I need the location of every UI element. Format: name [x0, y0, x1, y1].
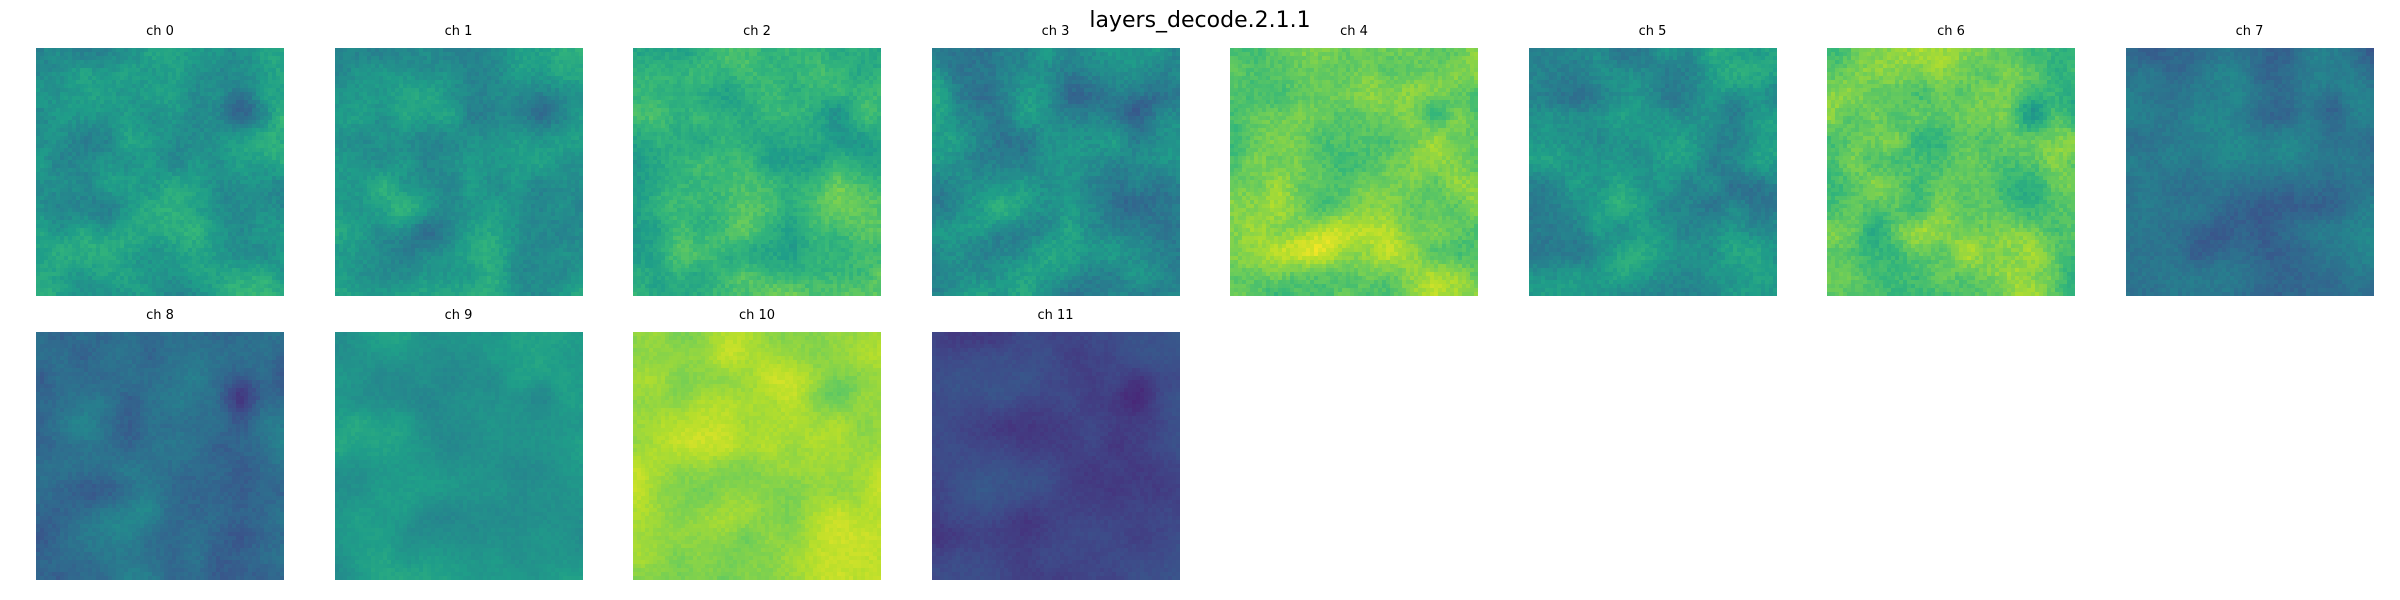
panel-title: ch 11 [931, 308, 1181, 323]
panel-title: ch 2 [632, 24, 882, 39]
heatmap-panel [633, 48, 881, 296]
heatmap-panel [335, 332, 583, 580]
heatmap-panel [36, 48, 284, 296]
panel-title: ch 4 [1229, 24, 1479, 39]
panel-title: ch 10 [632, 308, 882, 323]
heatmap-panel [932, 332, 1180, 580]
panel-title: ch 3 [931, 24, 1181, 39]
panel-title: ch 1 [334, 24, 584, 39]
panel-title: ch 6 [1826, 24, 2076, 39]
panel-title: ch 7 [2125, 24, 2375, 39]
panel-title: ch 5 [1528, 24, 1778, 39]
heatmap-panel [932, 48, 1180, 296]
heatmap-panel [633, 332, 881, 580]
heatmap-panel [1827, 48, 2075, 296]
heatmap-panel [36, 332, 284, 580]
panel-title: ch 8 [35, 308, 285, 323]
heatmap-panel [335, 48, 583, 296]
heatmap-panel [2126, 48, 2374, 296]
panel-title: ch 9 [334, 308, 584, 323]
panel-title: ch 0 [35, 24, 285, 39]
heatmap-panel [1529, 48, 1777, 296]
heatmap-panel [1230, 48, 1478, 296]
